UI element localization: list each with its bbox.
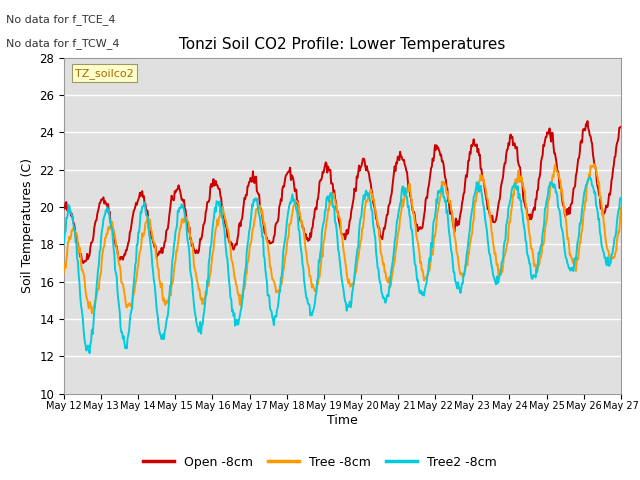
Text: No data for f_TCE_4: No data for f_TCE_4 [6,14,116,25]
Legend: Open -8cm, Tree -8cm, Tree2 -8cm: Open -8cm, Tree -8cm, Tree2 -8cm [138,451,502,474]
Text: TZ_soilco2: TZ_soilco2 [75,68,134,79]
Y-axis label: Soil Temperatures (C): Soil Temperatures (C) [20,158,34,293]
X-axis label: Time: Time [327,414,358,427]
Title: Tonzi Soil CO2 Profile: Lower Temperatures: Tonzi Soil CO2 Profile: Lower Temperatur… [179,37,506,52]
Text: No data for f_TCW_4: No data for f_TCW_4 [6,38,120,49]
